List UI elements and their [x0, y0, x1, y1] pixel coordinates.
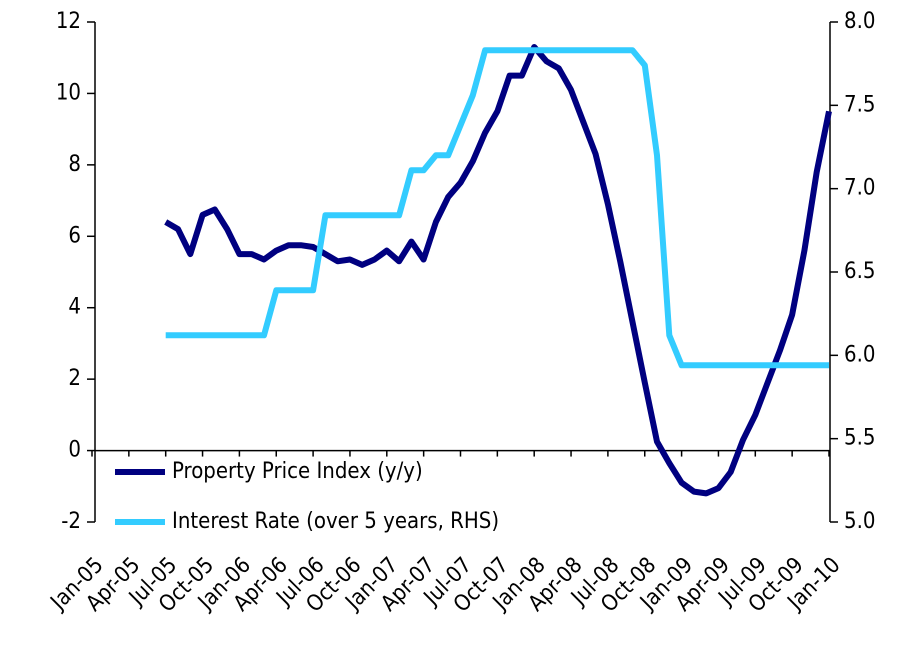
- y2-tick-label: 6.0: [844, 342, 875, 367]
- legend-label: Property Price Index (y/y): [172, 459, 423, 484]
- y2-tick-label: 5.5: [844, 426, 875, 451]
- y2-tick-label: 8.0: [844, 9, 875, 34]
- y2-tick-label: 7.5: [844, 92, 875, 117]
- y-tick-label: 6: [68, 223, 81, 248]
- y-tick-label: 2: [68, 366, 81, 391]
- y-tick-label: 0: [68, 438, 81, 463]
- y-tick-label: 8: [68, 152, 81, 177]
- series-line: [165, 47, 829, 369]
- y2-tick-label: 7.0: [844, 176, 875, 201]
- y-tick-label: -2: [61, 509, 81, 534]
- legend-label: Interest Rate (over 5 years, RHS): [172, 509, 499, 534]
- series-line: [164, 44, 832, 497]
- y-tick-label: 12: [56, 9, 81, 34]
- y2-tick-label: 5.0: [844, 509, 875, 534]
- y2-tick-label: 6.5: [844, 259, 875, 284]
- y-tick-label: 10: [56, 80, 81, 105]
- y-tick-label: 4: [68, 295, 81, 320]
